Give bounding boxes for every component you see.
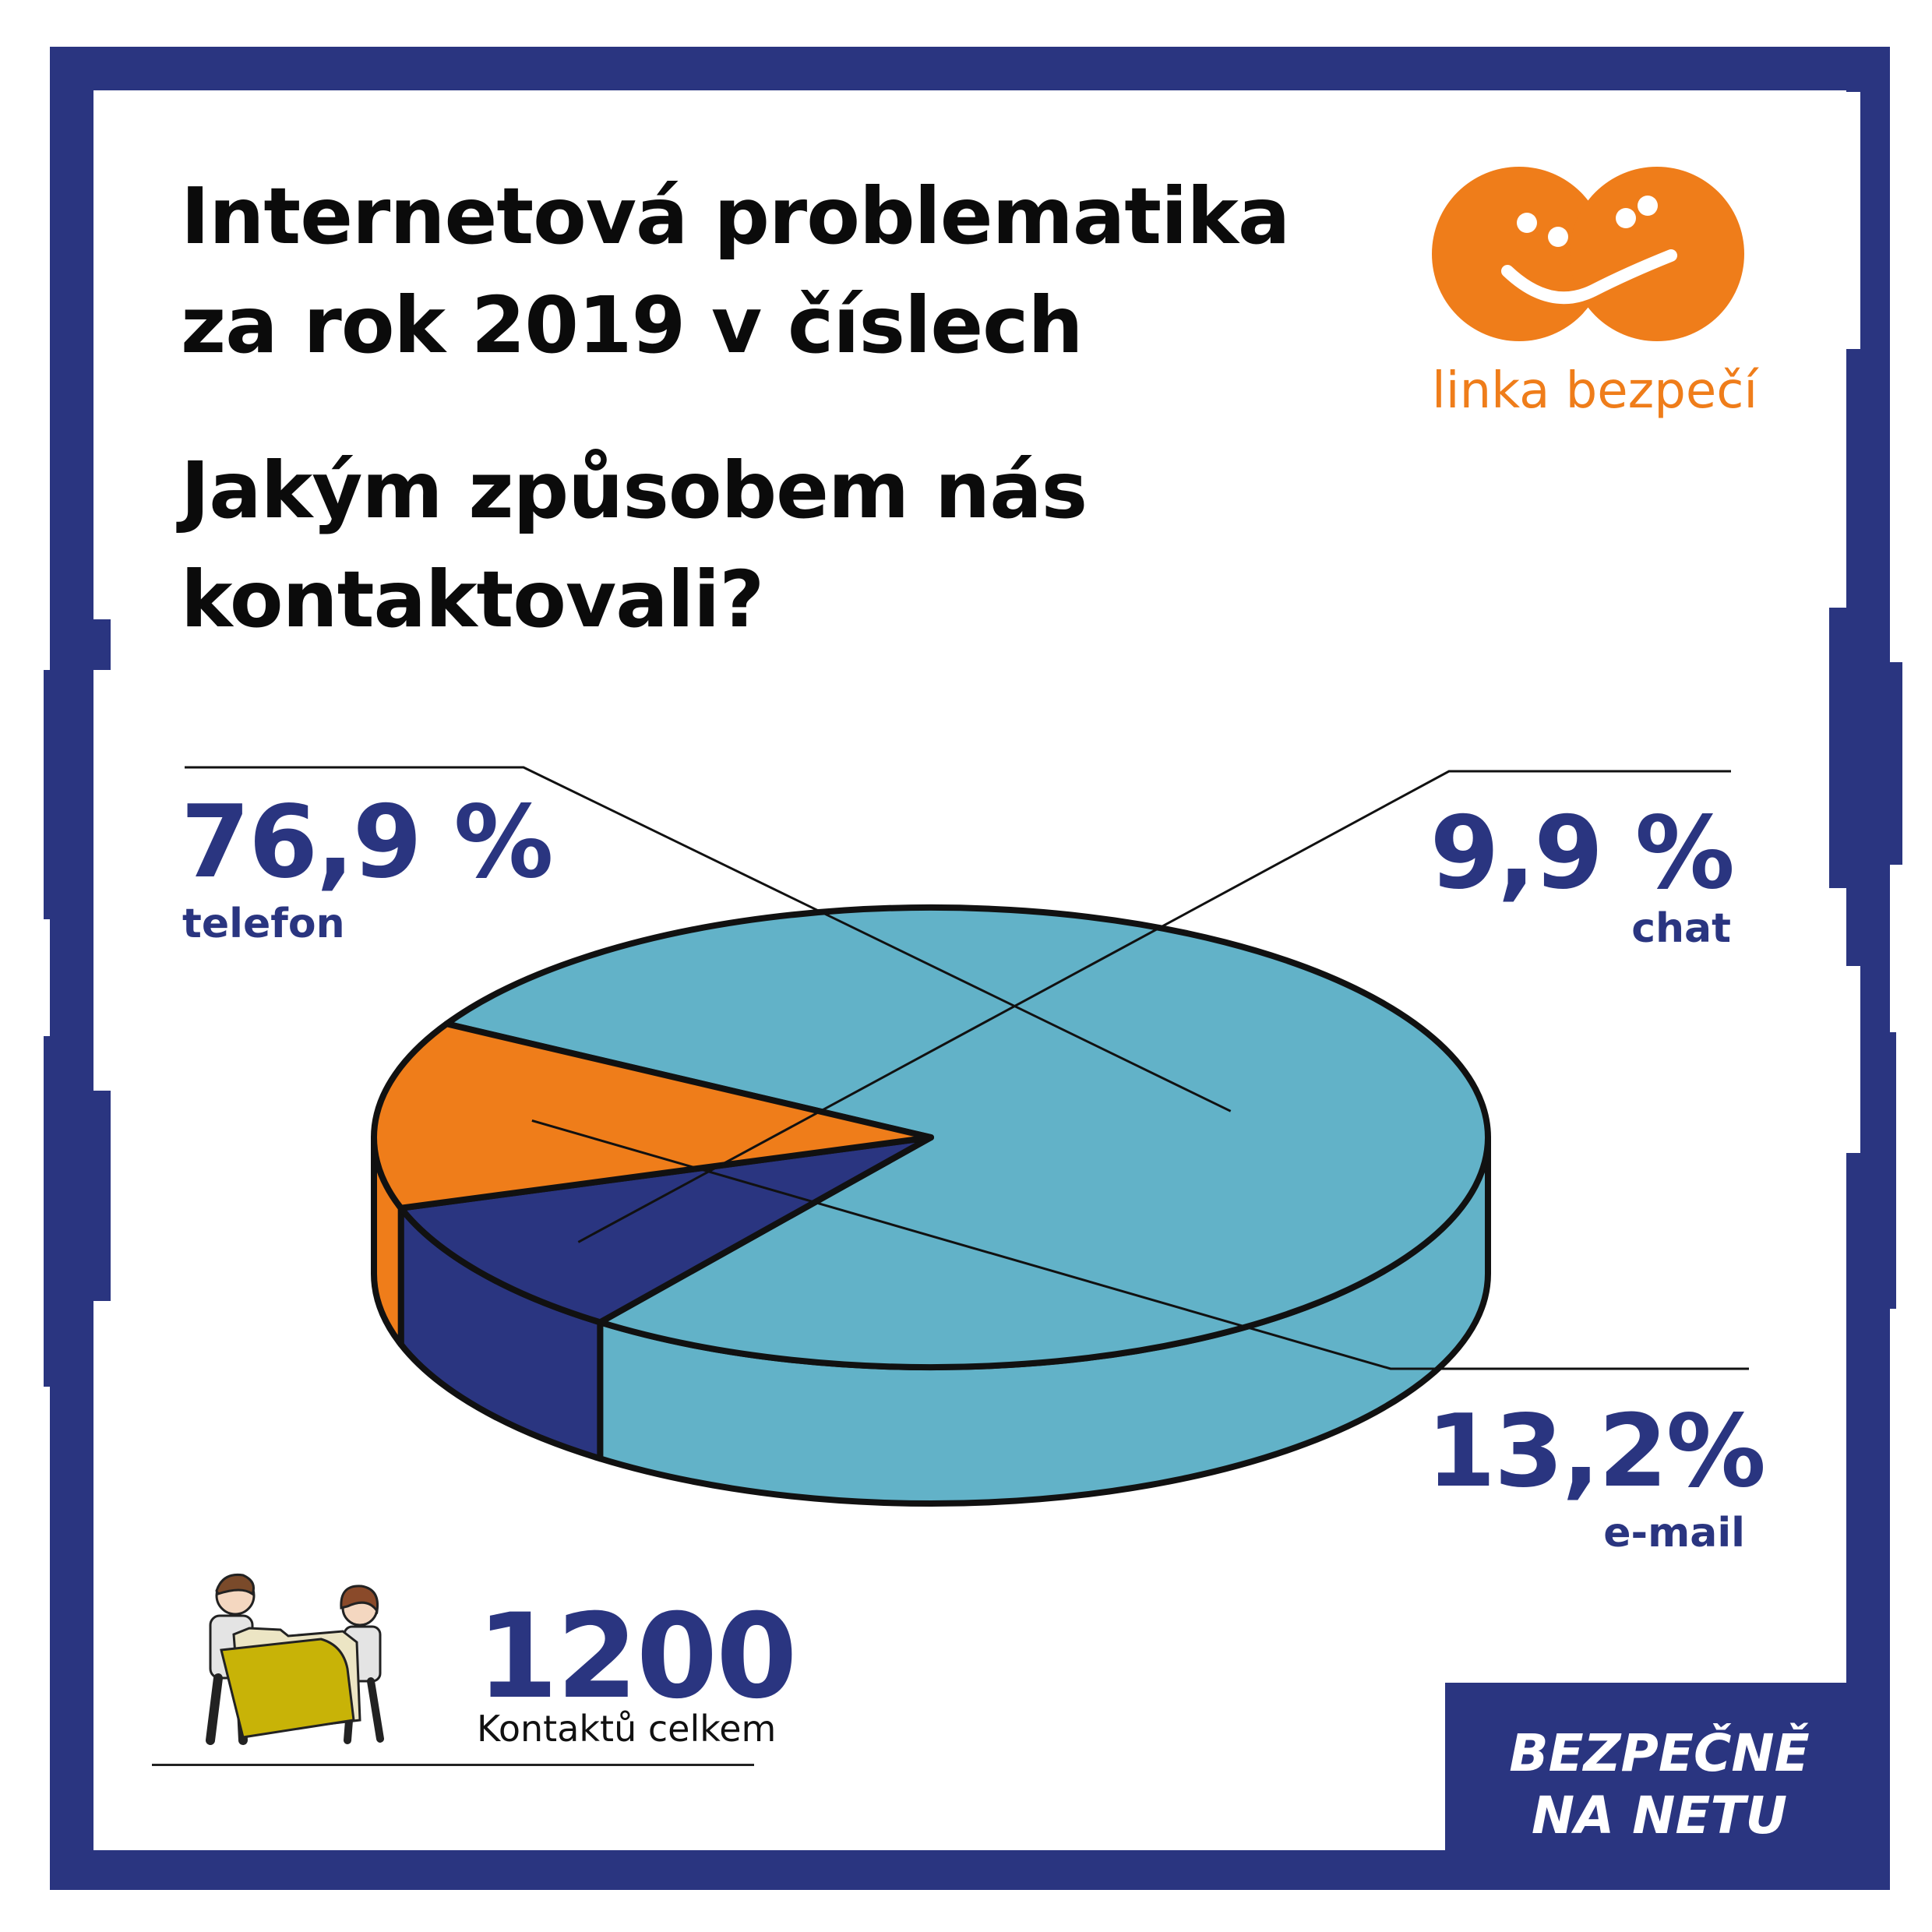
- leader-lines: [185, 766, 1749, 1370]
- question-line-2: kontaktovali?: [181, 554, 764, 645]
- badge-line-2: NA NETU: [1531, 1786, 1788, 1846]
- telefon-category-label: telefon: [182, 901, 345, 947]
- badge-line-1: BEZPEČNĚ: [1509, 1723, 1810, 1783]
- pie-slice-chat: [397, 1134, 934, 1326]
- chat-percent-label: 9,9 %: [1430, 795, 1735, 911]
- frame-shape: [44, 47, 1902, 1890]
- pie-slice-telefon: [443, 904, 1491, 1370]
- leader-line-email: [531, 1119, 1749, 1370]
- folder-front: [220, 1638, 355, 1739]
- pie-top-layer: [371, 904, 1491, 1370]
- logo-face-right: [1570, 167, 1744, 341]
- question-heading: Jakým způsobem nás kontaktovali?: [181, 436, 1088, 654]
- logo-smile: [1501, 249, 1677, 305]
- smiling-faces-logo-icon: [1432, 167, 1744, 341]
- leader-line-chat: [577, 770, 1731, 1243]
- total-underline: [152, 1764, 754, 1766]
- logo-eye: [1548, 227, 1568, 247]
- person-hair: [215, 1573, 255, 1596]
- title-line-2: za rok 2019 v číslech: [181, 280, 1084, 371]
- total-contacts-value: 1200: [477, 1589, 797, 1725]
- pie-slice-email: [371, 1021, 934, 1211]
- chat-category-label: chat: [1631, 905, 1731, 952]
- bezpecne-na-netu-badge: BEZPEČNĚ NA NETU: [1488, 1728, 1831, 1845]
- person-hair: [340, 1585, 379, 1615]
- logo-eye: [1616, 208, 1636, 228]
- page-title: Internetová problematika za rok 2019 v č…: [181, 162, 1290, 380]
- leader-line-telefon: [185, 766, 1232, 1112]
- telefon-percent-label: 76,9 %: [181, 784, 554, 901]
- two-people-holding-folder-icon: [206, 1573, 384, 1745]
- title-line-1: Internetová problematika: [181, 171, 1290, 262]
- email-percent-label: 13,2%: [1426, 1394, 1766, 1510]
- question-line-1: Jakým způsobem nás: [181, 445, 1088, 536]
- email-category-label: e-mail: [1603, 1510, 1745, 1557]
- logo-eye: [1638, 196, 1658, 216]
- logo-text: linka bezpečí: [1432, 362, 1758, 420]
- logo-eye: [1517, 213, 1537, 233]
- total-contacts-label: Kontaktů celkem: [477, 1708, 777, 1750]
